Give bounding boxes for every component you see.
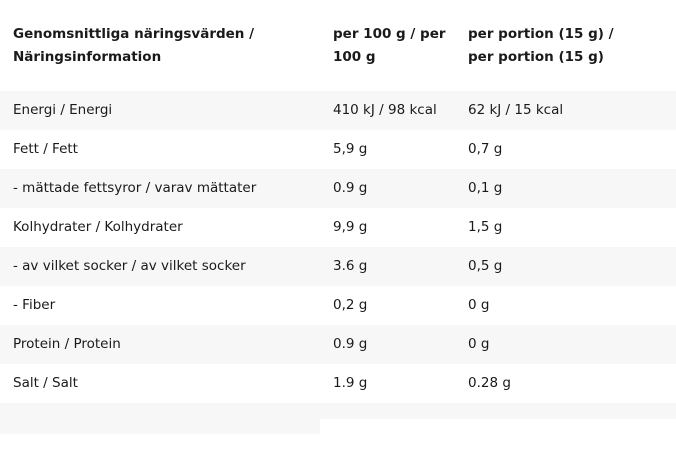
table-row: Kolhydrater / Kolhydrater 9,9 g 1,5 g [0, 208, 676, 247]
table-cell: Salt / Salt [13, 375, 78, 391]
table-cell: 1,5 g [468, 219, 503, 235]
table-cell: 0,1 g [468, 180, 503, 196]
table-cell: - Fiber [13, 297, 56, 313]
table-cell: 0.28 g [468, 375, 511, 391]
table-row: Salt / Salt 1.9 g 0.28 g [0, 364, 676, 403]
table-cell: 0,5 g [468, 258, 503, 274]
table-cell: 3.6 g [333, 258, 368, 274]
table-row: - Fiber 0,2 g 0 g [0, 286, 676, 325]
header-cell: Genomsnittliga näringsvärden / Näringsin… [13, 26, 255, 65]
table-row: Protein / Protein 0.9 g 0 g [0, 325, 676, 364]
table-cell: 62 kJ / 15 kcal [468, 102, 564, 118]
table-row: - av vilket socker / av vilket socker 3.6… [0, 247, 676, 286]
table-row: - mättade fettsyror / varav mättater 0.9 … [0, 169, 676, 208]
table-cell: 0 g [468, 336, 490, 352]
table-cell: Protein / Protein [13, 336, 121, 352]
table-cell: 0.9 g [333, 336, 368, 352]
table-cell: 5,9 g [333, 141, 368, 157]
table-cell: - av vilket socker / av vilket socker [13, 258, 246, 274]
table-cell: 0,7 g [468, 141, 503, 157]
table-cell: 1.9 g [333, 375, 368, 391]
table-row: Fett / Fett 5,9 g 0,7 g [0, 130, 676, 169]
table-cell: 9,9 g [333, 219, 368, 235]
table-footer [0, 403, 676, 419]
table-row: Energi / Energi 410 kJ / 98 kcal 62 kJ / 1… [0, 91, 676, 130]
table-cell: Fett / Fett [13, 141, 78, 157]
table-cell: 0.9 g [333, 180, 368, 196]
table-cell: Energi / Energi [13, 102, 113, 118]
table-cell: - mättade fettsyror / varav mättater [13, 180, 257, 196]
header-cell: per portion (15 g) / per portion (15 g) [468, 26, 614, 65]
header-cell: per 100 g / per 100 g [333, 26, 446, 65]
table-cell: 0 g [468, 297, 490, 313]
table-cell: 410 kJ / 98 kcal [333, 102, 437, 118]
table-footer [0, 419, 320, 434]
table-cell: 0,2 g [333, 297, 368, 313]
table-cell: Kolhydrater / Kolhydrater [13, 219, 183, 235]
